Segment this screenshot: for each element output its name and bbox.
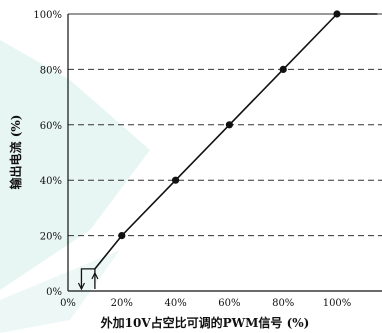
- data-point: [118, 232, 126, 240]
- axes: [67, 14, 382, 292]
- x-tick-label: 40%: [164, 298, 186, 309]
- data-point: [225, 121, 233, 129]
- data-point: [172, 176, 180, 184]
- y-axis-label: 输出电流 (%): [8, 115, 23, 190]
- x-tick-label: 0%: [60, 298, 76, 309]
- y-tick-label: 80%: [40, 65, 62, 76]
- x-tick-labels: 0% 20% 40% 60% 80% 100%: [60, 298, 351, 309]
- watermark-swoosh-lower: [0, 250, 120, 333]
- watermark-shape: [0, 40, 150, 333]
- y-tick-label: 60%: [40, 121, 62, 132]
- data-markers: [118, 10, 341, 240]
- x-tick-label: 80%: [272, 298, 294, 309]
- x-tick-label: 100%: [323, 298, 352, 309]
- x-tick-label: 60%: [218, 298, 240, 309]
- y-tick-labels: 0% 20% 40% 60% 80% 100%: [33, 10, 62, 298]
- x-axis-label: 外加10V占空比可调的PWM信号 (%): [101, 315, 310, 330]
- y-tick-label: 40%: [40, 176, 62, 187]
- hysteresis-up-arrow: [91, 271, 99, 280]
- data-point: [333, 10, 341, 18]
- y-tick-label: 20%: [40, 232, 62, 243]
- hysteresis-loop: [77, 268, 99, 291]
- y-tick-label: 100%: [33, 10, 62, 21]
- data-point: [279, 65, 287, 73]
- x-tick-label: 20%: [111, 298, 133, 309]
- y-tick-label: 0%: [46, 287, 62, 298]
- watermark-swoosh: [0, 40, 150, 290]
- hysteresis-down-arrow: [77, 282, 85, 291]
- hysteresis-path: [80, 268, 96, 289]
